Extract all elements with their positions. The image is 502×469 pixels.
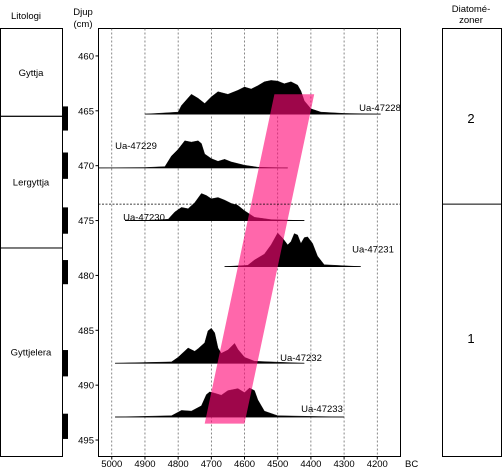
depth-axis: 460 465 470 475 480 485 490 495 bbox=[78, 51, 99, 447]
x-tick-label: 4800 bbox=[168, 459, 189, 469]
series-label: Ua-47233 bbox=[301, 404, 343, 415]
zones-header-line1: Diatomé- bbox=[452, 4, 491, 15]
series-distribution bbox=[115, 327, 305, 364]
series-distribution bbox=[98, 140, 288, 169]
sample-mark bbox=[63, 260, 68, 285]
y-tick-label: 480 bbox=[78, 271, 94, 282]
x-tick-label: 4700 bbox=[201, 459, 222, 469]
y-tick-label: 470 bbox=[78, 161, 94, 172]
plot-frame bbox=[98, 28, 401, 457]
series-label: Ua-47231 bbox=[352, 245, 394, 256]
y-tick-label: 475 bbox=[78, 216, 94, 227]
depth-header: Djup bbox=[73, 7, 93, 18]
lithology-header: Litologi bbox=[11, 11, 41, 22]
sample-mark bbox=[63, 106, 68, 131]
y-tick-label: 460 bbox=[78, 51, 94, 62]
series-label: Ua-47230 bbox=[123, 213, 165, 224]
lithology-layer: Gyttja Lergyttja Gyttjelera bbox=[0, 28, 68, 457]
x-tick-label: 4400 bbox=[300, 459, 321, 469]
x-tick-label: 4300 bbox=[334, 459, 355, 469]
lithology-label: Gyttjelera bbox=[11, 348, 52, 359]
x-tick-label: 4200 bbox=[367, 459, 388, 469]
diatom-zone-layer: 21 bbox=[442, 111, 502, 346]
lithology-column bbox=[0, 28, 63, 457]
diatom-zone-column bbox=[442, 28, 502, 457]
age-depth-band bbox=[204, 94, 315, 424]
y-tick-label: 485 bbox=[78, 326, 94, 337]
series-distribution bbox=[144, 80, 381, 115]
zones-header-line2: zoner bbox=[459, 15, 483, 26]
sample-mark bbox=[63, 350, 68, 377]
x-tick-label: 4600 bbox=[234, 459, 255, 469]
diatom-zone-label: 1 bbox=[467, 331, 474, 346]
diatom-zone-label: 2 bbox=[467, 111, 474, 126]
y-tick-label: 490 bbox=[78, 381, 94, 392]
x-tick-label: 5000 bbox=[101, 459, 122, 469]
series-label: Ua-47232 bbox=[280, 353, 322, 364]
depth-unit: (cm) bbox=[74, 19, 93, 30]
lithology-unit bbox=[0, 247, 63, 457]
series-label: Ua-47229 bbox=[115, 141, 157, 152]
x-unit-label: BC bbox=[405, 459, 418, 469]
age-axis: 5000 4900 4800 4700 4600 4500 4400 4300 4200 bbox=[101, 456, 388, 469]
sample-mark bbox=[63, 413, 68, 439]
sample-mark bbox=[63, 207, 68, 234]
x-tick-label: 4500 bbox=[267, 459, 288, 469]
series-label: Ua-47228 bbox=[359, 103, 401, 114]
y-tick-label: 465 bbox=[78, 106, 94, 117]
age-band-layer bbox=[204, 94, 315, 424]
sample-mark bbox=[63, 152, 68, 179]
lithology-label: Lergyttja bbox=[13, 178, 50, 189]
x-tick-label: 4900 bbox=[134, 459, 155, 469]
lithology-label: Gyttja bbox=[19, 68, 45, 79]
y-tick-label: 495 bbox=[78, 436, 94, 447]
